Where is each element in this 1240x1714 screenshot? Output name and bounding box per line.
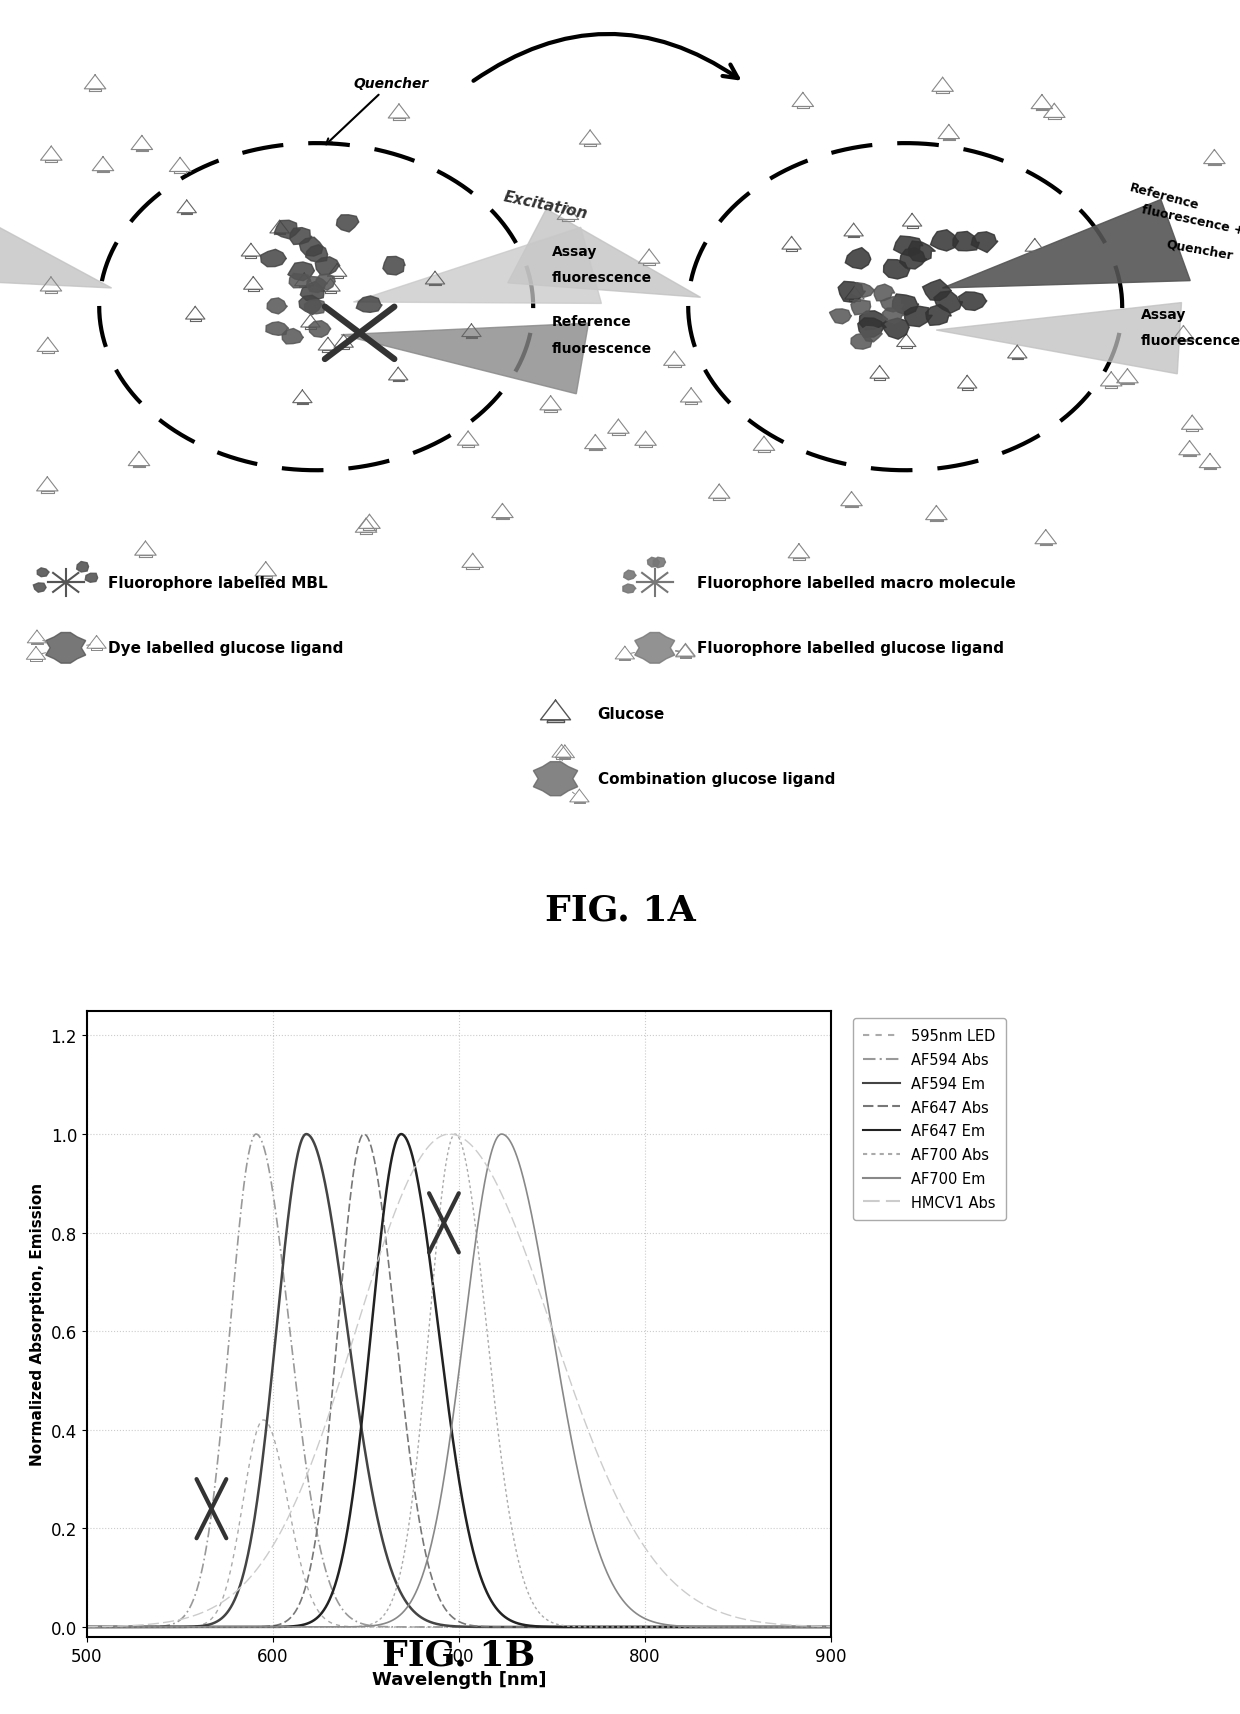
Text: FIG. 1B: FIG. 1B	[382, 1637, 536, 1671]
Text: fluorescence +: fluorescence +	[1141, 204, 1240, 238]
Polygon shape	[858, 319, 887, 338]
Polygon shape	[851, 334, 873, 350]
Polygon shape	[265, 322, 289, 336]
Text: fluorescence: fluorescence	[552, 341, 652, 355]
Polygon shape	[0, 204, 112, 290]
Text: fluorescence: fluorescence	[552, 271, 652, 285]
Polygon shape	[883, 309, 904, 324]
Polygon shape	[930, 231, 959, 252]
Polygon shape	[859, 312, 888, 331]
Polygon shape	[861, 327, 883, 343]
Polygon shape	[900, 249, 926, 269]
Text: Dye labelled glucose ligand: Dye labelled glucose ligand	[108, 641, 343, 656]
Polygon shape	[383, 257, 405, 276]
Polygon shape	[622, 584, 636, 593]
Text: Reference: Reference	[1128, 182, 1200, 213]
Polygon shape	[874, 285, 895, 302]
Polygon shape	[934, 291, 962, 314]
Text: Fluorophore labelled macro molecule: Fluorophore labelled macro molecule	[697, 576, 1016, 591]
Polygon shape	[77, 562, 88, 572]
Polygon shape	[305, 300, 326, 315]
Polygon shape	[288, 262, 315, 281]
Polygon shape	[267, 298, 288, 315]
Polygon shape	[905, 307, 932, 327]
Polygon shape	[299, 297, 322, 315]
Polygon shape	[880, 298, 904, 312]
Polygon shape	[533, 763, 578, 797]
Polygon shape	[846, 249, 870, 269]
Text: Combination glucose ligand: Combination glucose ligand	[598, 771, 835, 787]
Polygon shape	[882, 319, 909, 339]
FancyArrowPatch shape	[474, 34, 738, 82]
Polygon shape	[830, 310, 852, 324]
Polygon shape	[37, 569, 50, 578]
Polygon shape	[356, 297, 382, 314]
Text: Excitation: Excitation	[502, 189, 589, 221]
Text: FIG. 1A: FIG. 1A	[544, 893, 696, 927]
Polygon shape	[959, 293, 987, 312]
Polygon shape	[624, 571, 636, 581]
Text: Reference: Reference	[552, 315, 631, 329]
Polygon shape	[315, 274, 335, 291]
Polygon shape	[309, 322, 331, 338]
Polygon shape	[647, 559, 660, 567]
Polygon shape	[653, 557, 666, 569]
Polygon shape	[942, 201, 1190, 290]
Polygon shape	[289, 274, 311, 288]
Polygon shape	[86, 574, 98, 583]
Polygon shape	[884, 261, 910, 279]
Polygon shape	[336, 216, 358, 233]
Polygon shape	[923, 281, 951, 302]
Polygon shape	[299, 238, 324, 257]
Polygon shape	[838, 283, 866, 303]
Polygon shape	[274, 221, 300, 240]
Text: Assay: Assay	[1141, 309, 1187, 322]
Text: Glucose: Glucose	[598, 706, 665, 722]
Polygon shape	[341, 324, 589, 394]
Polygon shape	[283, 329, 304, 345]
Polygon shape	[909, 242, 935, 262]
Polygon shape	[894, 237, 923, 257]
Legend: 595nm LED, AF594 Abs, AF594 Em, AF647 Abs, AF647 Em, AF700 Abs, AF700 Em, HMCV1 : 595nm LED, AF594 Abs, AF594 Em, AF647 Ab…	[853, 1018, 1006, 1220]
Polygon shape	[852, 283, 874, 298]
Polygon shape	[926, 305, 951, 326]
Polygon shape	[952, 233, 980, 252]
Polygon shape	[315, 257, 340, 276]
Polygon shape	[353, 228, 601, 305]
Polygon shape	[507, 209, 701, 298]
Text: Fluorophore labelled MBL: Fluorophore labelled MBL	[108, 576, 327, 591]
Polygon shape	[308, 278, 327, 293]
Polygon shape	[851, 300, 870, 315]
Text: Quencher: Quencher	[1166, 237, 1235, 262]
Text: fluorescence: fluorescence	[1141, 334, 1240, 348]
Polygon shape	[936, 303, 1182, 375]
Text: Quencher: Quencher	[326, 77, 429, 146]
Polygon shape	[893, 295, 919, 315]
Polygon shape	[635, 632, 675, 663]
Polygon shape	[33, 583, 46, 593]
Text: Fluorophore labelled glucose ligand: Fluorophore labelled glucose ligand	[697, 641, 1004, 656]
Polygon shape	[46, 632, 86, 663]
Polygon shape	[290, 228, 312, 245]
Y-axis label: Normalized Absorption, Emission: Normalized Absorption, Emission	[30, 1183, 45, 1465]
Polygon shape	[306, 245, 327, 262]
Text: Assay: Assay	[552, 245, 598, 259]
Polygon shape	[260, 250, 286, 267]
Polygon shape	[300, 283, 325, 302]
Polygon shape	[971, 233, 998, 254]
X-axis label: Wavelength [nm]: Wavelength [nm]	[372, 1669, 546, 1688]
